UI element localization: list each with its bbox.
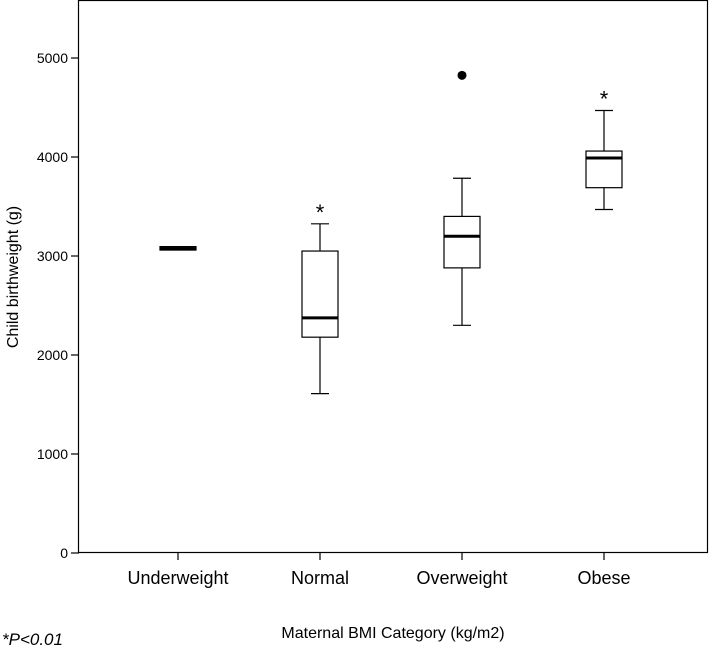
y-axis: 0 1000 2000 3000 4000 5000 bbox=[37, 50, 79, 561]
x-tick-label: Underweight bbox=[127, 568, 228, 588]
y-tick-label: 1000 bbox=[37, 446, 68, 462]
outlier-point bbox=[457, 70, 467, 80]
y-tick-label: 5000 bbox=[37, 50, 68, 66]
y-tick-label: 0 bbox=[60, 545, 68, 561]
significance-footnote: *P<0.01 bbox=[2, 630, 63, 649]
box-obese: * bbox=[585, 86, 623, 211]
y-axis-title: Child birthweight (g) bbox=[5, 206, 22, 348]
y-tick-label: 2000 bbox=[37, 347, 68, 363]
box-overweight bbox=[443, 70, 481, 326]
x-axis-title: Maternal BMI Category (kg/m2) bbox=[281, 625, 504, 642]
x-tick-label: Normal bbox=[291, 568, 349, 588]
iqr-box bbox=[301, 250, 339, 338]
significance-marker: * bbox=[600, 86, 609, 111]
x-tick-label: Obese bbox=[577, 568, 630, 588]
y-tick-label: 4000 bbox=[37, 149, 68, 165]
significance-marker: * bbox=[316, 200, 325, 225]
y-tick-label: 3000 bbox=[37, 248, 68, 264]
box-normal: * bbox=[301, 200, 339, 395]
box-underweight bbox=[159, 245, 197, 251]
x-axis: Underweight Normal Overweight Obese bbox=[127, 553, 631, 588]
box-series: ** bbox=[159, 70, 623, 395]
plot-frame bbox=[77, 0, 709, 554]
iqr-box bbox=[443, 215, 481, 269]
x-tick-label: Overweight bbox=[416, 568, 507, 588]
